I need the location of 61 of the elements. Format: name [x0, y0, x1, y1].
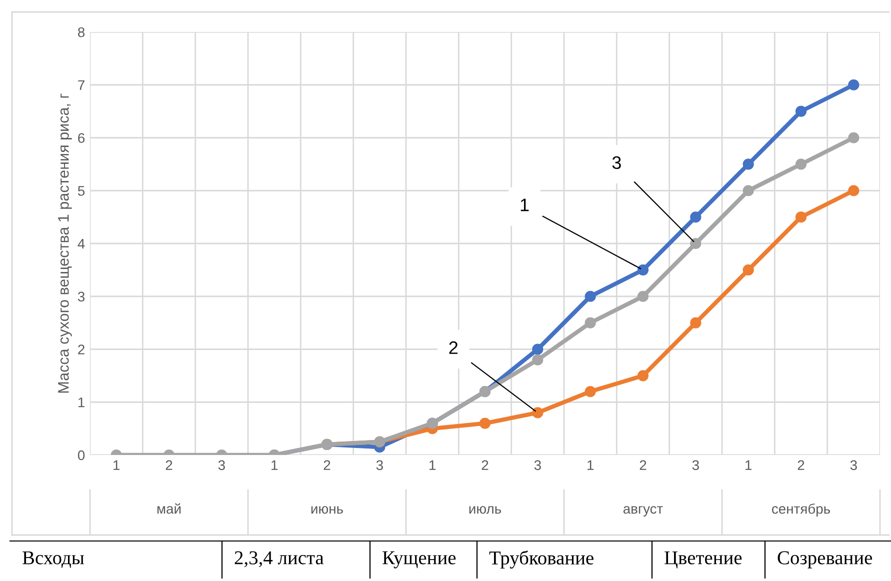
point: [690, 238, 702, 250]
y-tick-label: 5: [78, 186, 85, 196]
point: [532, 407, 544, 418]
text: июль: [469, 506, 502, 514]
y-tick-label: 1: [78, 398, 84, 408]
y-tick-label: 2: [78, 344, 84, 354]
text: август: [623, 506, 663, 516]
text: май: [157, 503, 181, 514]
x-tick-label: 2: [324, 460, 330, 470]
text: сентябрь: [772, 503, 830, 517]
x-tick-label: 1: [430, 460, 436, 470]
text: Созревание: [778, 551, 872, 568]
text: 2,3,4 листа: [234, 551, 324, 568]
text: Трубкование: [489, 550, 594, 569]
x-tick-label: 1: [588, 460, 594, 470]
point: [742, 158, 754, 170]
y-tick-label: 8: [78, 27, 85, 38]
y-tick-label: 3: [78, 292, 85, 302]
text: 1: [520, 198, 529, 212]
text: июнь: [311, 506, 343, 514]
text: 2: [449, 341, 458, 354]
point: [637, 264, 649, 276]
point: [532, 354, 544, 366]
point: [690, 212, 702, 223]
point: [637, 370, 649, 382]
point: [742, 185, 754, 196]
x-tick-label: 3: [218, 460, 225, 470]
x-tick-label: 2: [166, 460, 172, 470]
point: [584, 290, 596, 302]
x-tick-label: 3: [376, 460, 383, 470]
x-tick-label: 3: [534, 460, 541, 470]
y-tick-label: 0: [78, 450, 85, 460]
point: [690, 317, 702, 328]
point: [795, 158, 807, 170]
point: [848, 132, 860, 144]
text: 3: [612, 156, 621, 170]
point: [848, 185, 860, 196]
y-tick-label: 4: [78, 238, 85, 249]
point: [795, 106, 807, 117]
point: [742, 264, 754, 276]
point: [848, 79, 860, 90]
x-tick-label: 1: [114, 460, 120, 470]
text: Кущение: [382, 551, 456, 568]
point: [532, 344, 544, 355]
x-tick-label: 3: [850, 460, 857, 470]
x-tick-label: 2: [798, 460, 804, 470]
y-tick-label: 7: [78, 80, 84, 90]
x-tick-label: 2: [640, 460, 646, 470]
point: [479, 418, 491, 429]
point: [795, 212, 807, 223]
point: [584, 386, 596, 398]
x-tick-label: 2: [482, 460, 488, 470]
x-tick-label: 3: [692, 460, 699, 470]
y-axis-title: Масса сухого вещества 1 растения риса, г: [58, 94, 72, 393]
y-tick-label: 6: [78, 133, 85, 143]
text: Всходы: [22, 551, 84, 568]
x-tick-label: 1: [272, 460, 278, 470]
text: Цветение: [664, 551, 742, 568]
point: [584, 317, 596, 328]
point: [637, 290, 649, 302]
x-tick-label: 1: [746, 460, 752, 470]
